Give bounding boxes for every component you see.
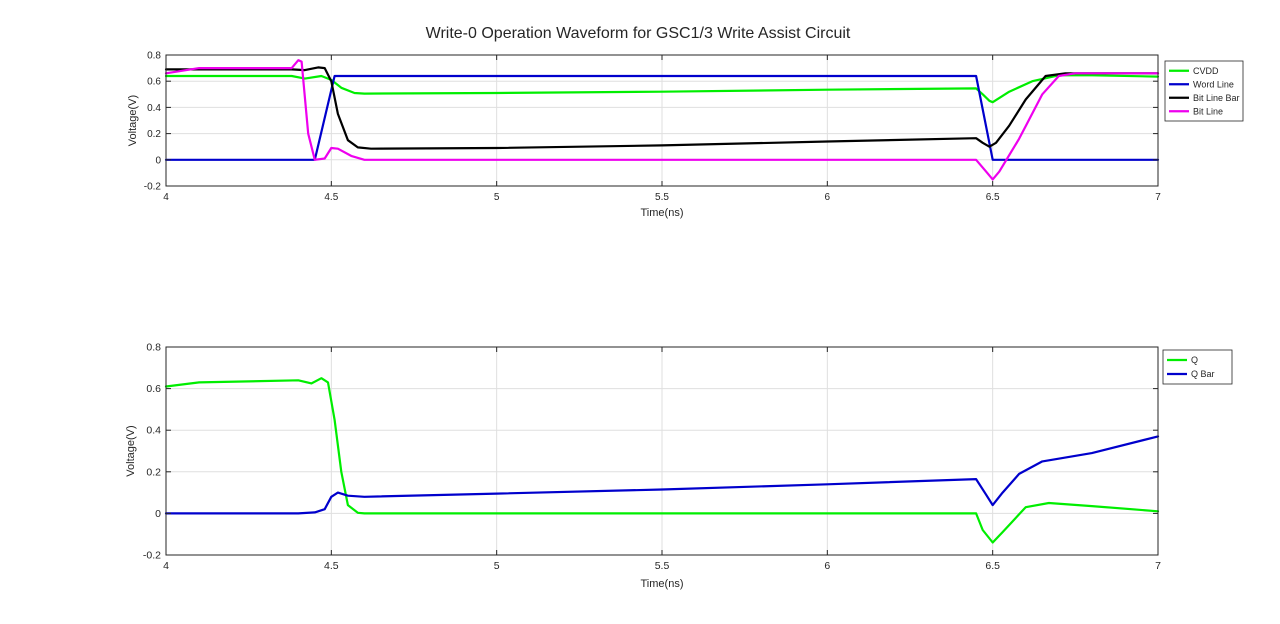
legend-label-3: Bit Line bbox=[1193, 106, 1223, 116]
x-tick-label-0: 4 bbox=[163, 560, 169, 572]
y-tick-label-1: 0 bbox=[155, 155, 161, 166]
x-tick-label-1: 4.5 bbox=[324, 192, 338, 203]
x-tick-label-4: 6 bbox=[824, 560, 830, 572]
y-tick-label-3: 0.4 bbox=[146, 425, 161, 437]
x-tick-label-2: 5 bbox=[494, 560, 500, 572]
y-tick-label-4: 0.6 bbox=[146, 383, 161, 395]
legend: Q Q Bar bbox=[1162, 349, 1233, 385]
y-tick-label-0: -0.2 bbox=[144, 182, 162, 193]
y-tick-label-2: 0.2 bbox=[146, 466, 161, 478]
figure-title: Write-0 Operation Waveform for GSC1/3 Wr… bbox=[426, 25, 851, 42]
x-tick-label-6: 7 bbox=[1155, 560, 1161, 572]
x-tick-label-5: 6.5 bbox=[985, 560, 1000, 572]
legend-label-0: Q bbox=[1191, 355, 1198, 365]
y-tick-label-1: 0 bbox=[155, 508, 161, 520]
series-group bbox=[164, 59, 1160, 181]
x-tick-label-4: 6 bbox=[825, 192, 831, 203]
x-tick-label-3: 5.5 bbox=[655, 192, 669, 203]
x-tick-label-1: 4.5 bbox=[324, 560, 339, 572]
x-tick-label-0: 4 bbox=[163, 192, 169, 203]
x-tick-label-5: 6.5 bbox=[986, 192, 1000, 203]
tick-group: 4 4.5 5 5.5 6 6.5 7 -0.2 0 0.2 0.4 0.6 0.8 bbox=[143, 342, 1161, 573]
series-line-q-bar bbox=[164, 435, 1160, 515]
y-tick-label-5: 0.8 bbox=[146, 342, 161, 354]
y-tick-label-2: 0.2 bbox=[147, 129, 161, 140]
series-line-bit-line-bar bbox=[164, 66, 1160, 150]
y-tick-label-4: 0.6 bbox=[147, 77, 161, 88]
x-axis-label: Time(ns) bbox=[641, 578, 684, 590]
series-line-bit-line bbox=[164, 59, 1160, 181]
y-axis-label: Voltage(V) bbox=[125, 425, 137, 476]
legend: CVDD Word Line Bit Line Bar Bit Line bbox=[1164, 60, 1244, 122]
chart-panel-1: 4 4.5 5 5.5 6 6.5 7 -0.2 0 0.2 0.4 0.6 0.8 Time(ns) Vo… bbox=[127, 51, 1244, 219]
x-tick-label-6: 7 bbox=[1155, 192, 1161, 203]
legend-box bbox=[1162, 349, 1233, 385]
y-axis-label: Voltage(V) bbox=[127, 95, 139, 146]
x-tick-label-3: 5.5 bbox=[655, 560, 670, 572]
y-tick-label-5: 0.8 bbox=[147, 51, 161, 62]
series-line-word-line bbox=[164, 74, 1160, 161]
legend-label-2: Bit Line Bar bbox=[1193, 93, 1240, 103]
y-tick-label-0: -0.2 bbox=[143, 550, 161, 562]
x-axis-label: Time(ns) bbox=[641, 207, 684, 219]
tick-group: 4 4.5 5 5.5 6 6.5 7 -0.2 0 0.2 0.4 0.6 0.8 bbox=[144, 51, 1161, 204]
legend-label-1: Q Bar bbox=[1191, 369, 1215, 379]
legend-label-1: Word Line bbox=[1193, 79, 1234, 89]
y-tick-label-3: 0.4 bbox=[147, 103, 161, 114]
series-line-q bbox=[164, 377, 1160, 544]
series-group bbox=[164, 377, 1160, 544]
series-line-cvdd bbox=[164, 74, 1160, 104]
x-tick-label-2: 5 bbox=[494, 192, 500, 203]
chart-panel-2: 4 4.5 5 5.5 6 6.5 7 -0.2 0 0.2 0.4 0.6 0.8 Time(ns) Vo… bbox=[125, 342, 1233, 590]
axes-container: 4 4.5 5 5.5 6 6.5 7 -0.2 0 0.2 0.4 0.6 0.8 Time(ns) Vo… bbox=[125, 51, 1244, 590]
legend-label-0: CVDD bbox=[1193, 66, 1219, 76]
